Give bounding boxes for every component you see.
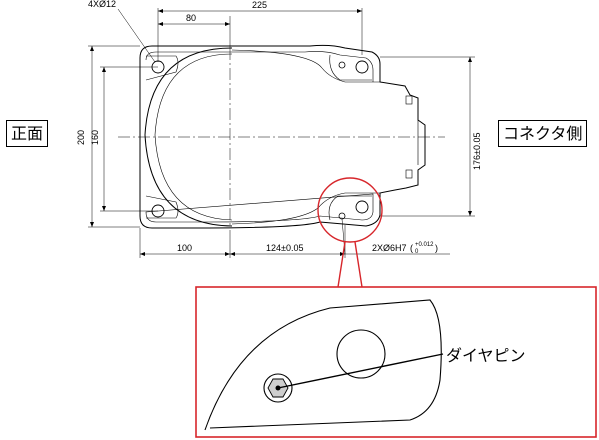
dim-160: 160 (90, 130, 100, 145)
svg-text:(: ( (410, 243, 413, 253)
dim-100: 100 (177, 243, 192, 253)
dim-176: 176±0.05 (472, 133, 482, 170)
dim-200: 200 (76, 130, 86, 145)
dowel-pin-label: ダイヤピン (446, 346, 526, 365)
connector-side-label: コネクタ側 (498, 120, 588, 147)
front-view-label: 正面 (6, 120, 49, 147)
holes-dim-label: 4XØ12 (88, 0, 116, 9)
tol-upper: +0.012 (415, 242, 434, 248)
dim-pin-holes: 2XØ6H7 (372, 243, 407, 253)
svg-text:): ) (435, 243, 438, 253)
dim-225: 225 (252, 0, 267, 10)
dim-80: 80 (186, 13, 196, 23)
dim-124: 124±0.05 (266, 243, 303, 253)
tol-lower: 0 (415, 249, 419, 255)
